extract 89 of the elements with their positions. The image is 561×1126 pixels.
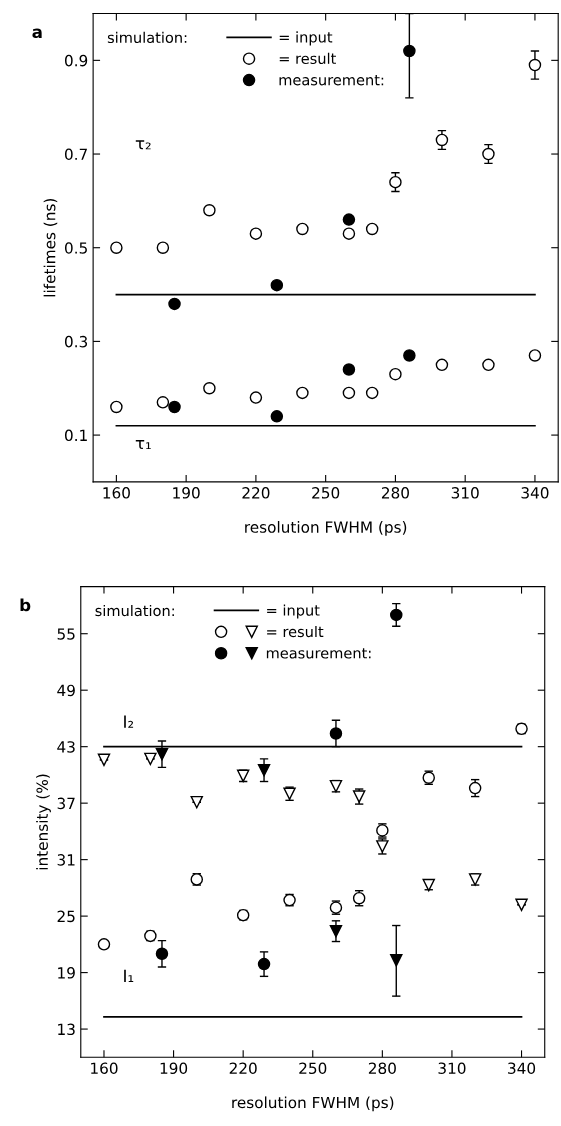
y-tick-label: 31 <box>57 854 75 866</box>
y-tick-label: 0.3 <box>64 335 88 348</box>
legend-label: measurement: <box>266 648 371 659</box>
annotation: simulation: <box>95 604 174 617</box>
x-tick-label: 340 <box>508 1062 536 1074</box>
y-tick-label: 0.1 <box>64 429 87 442</box>
x-tick-label: 310 <box>451 487 479 499</box>
x-tick-label: 250 <box>299 1062 327 1074</box>
point <box>249 391 263 404</box>
text: b <box>20 598 31 612</box>
annotation: τ₁ <box>135 439 151 450</box>
point <box>329 727 343 740</box>
x-tick-label: 190 <box>160 1062 188 1074</box>
point <box>97 938 111 951</box>
legend-label: = input <box>267 604 320 619</box>
x-tick-label: 220 <box>242 487 270 499</box>
legend-label: = input <box>279 31 333 46</box>
y-axis-title: intensity (%) <box>36 774 51 870</box>
legend-label: = result <box>279 52 336 65</box>
point <box>482 147 495 161</box>
y-tick-label: 0.7 <box>64 148 87 161</box>
point <box>168 400 181 414</box>
point <box>144 752 157 766</box>
point <box>528 349 542 362</box>
x-tick-label: 250 <box>312 487 340 499</box>
legend-label: measurement: <box>279 74 384 86</box>
point <box>342 213 356 226</box>
x-tick-label: 160 <box>91 1062 118 1074</box>
point <box>155 747 169 761</box>
point <box>342 363 356 376</box>
point <box>270 278 284 292</box>
legend-label: = result <box>267 625 324 638</box>
point <box>422 878 435 892</box>
point <box>203 203 216 217</box>
point <box>296 386 309 400</box>
annotation: simulation: <box>107 31 187 44</box>
y-tick-label: 43 <box>57 741 75 753</box>
x-tick-label: 280 <box>381 487 409 499</box>
point <box>203 381 216 395</box>
point <box>365 222 379 236</box>
x-axis-title: resolution FWHM (ps) <box>232 1096 394 1112</box>
annotation: I₂ <box>124 715 134 728</box>
point <box>435 133 449 147</box>
point <box>155 947 169 961</box>
y-tick-label: 55 <box>57 628 75 640</box>
point <box>257 763 271 777</box>
point <box>296 222 309 236</box>
y-tick-label: 13 <box>58 1023 75 1036</box>
point <box>389 367 402 381</box>
point <box>156 396 170 409</box>
point <box>110 241 123 254</box>
point <box>168 297 181 311</box>
point <box>365 386 379 400</box>
point <box>403 349 416 362</box>
x-tick-label: 190 <box>173 487 200 499</box>
point <box>515 898 528 912</box>
point <box>403 44 416 58</box>
point <box>528 58 542 72</box>
point <box>270 410 284 423</box>
y-tick-label: 19 <box>58 967 75 979</box>
point <box>435 358 449 372</box>
point <box>249 227 263 240</box>
annotation: τ₂ <box>135 140 151 150</box>
text: a <box>32 28 42 39</box>
point <box>389 175 402 189</box>
y-tick-label: 49 <box>57 684 75 697</box>
point <box>190 795 204 809</box>
y-tick-label: 25 <box>57 910 75 923</box>
x-tick-label: 280 <box>368 1062 396 1074</box>
x-axis-title: resolution FWHM (ps) <box>245 521 407 536</box>
point <box>342 386 356 400</box>
point <box>329 924 343 938</box>
x-tick-label: 310 <box>438 1062 466 1074</box>
point <box>257 957 271 971</box>
x-tick-label: 220 <box>229 1062 257 1074</box>
x-tick-label: 340 <box>521 487 549 499</box>
point <box>482 358 495 372</box>
y-axis-title: lifetimes (ns) <box>43 198 58 297</box>
y-tick-label: 0.5 <box>64 242 87 254</box>
point <box>342 227 356 240</box>
point <box>110 400 123 414</box>
point <box>156 241 170 254</box>
point <box>97 753 111 767</box>
point <box>390 608 403 622</box>
y-tick-label: 37 <box>57 797 75 810</box>
y-tick-label: 0.9 <box>64 54 88 67</box>
point <box>390 954 403 967</box>
x-tick-label: 160 <box>103 487 130 499</box>
annotation: I₁ <box>124 969 134 982</box>
